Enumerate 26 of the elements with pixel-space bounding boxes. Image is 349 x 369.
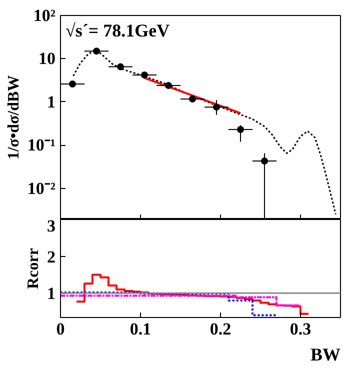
point bbox=[117, 63, 124, 70]
point bbox=[141, 71, 148, 78]
annotation: √s´= 78.1GeV bbox=[66, 20, 170, 40]
line-series bbox=[72, 49, 336, 216]
point bbox=[237, 126, 244, 133]
point bbox=[93, 48, 100, 55]
x-tick-label: 0.1 bbox=[130, 320, 152, 338]
y-tick-label: 10⁻¹ bbox=[27, 136, 56, 155]
y-tick-label: 1 bbox=[47, 92, 56, 112]
y-tick-label: 2 bbox=[47, 247, 56, 266]
y-tick-label: 10⁻² bbox=[27, 178, 56, 198]
x-tick-label: 0.3 bbox=[290, 320, 312, 338]
x-axis-title: BW bbox=[310, 344, 341, 364]
x-tick-label: 0 bbox=[56, 320, 65, 338]
point bbox=[189, 95, 196, 102]
y-tick-label: 10 bbox=[38, 49, 56, 68]
y-tick-label: 10² bbox=[33, 6, 56, 25]
y-axis-title: 1/σ•dσ/dBW bbox=[5, 75, 22, 160]
point bbox=[69, 80, 76, 88]
y-tick-label: 3 bbox=[47, 216, 56, 236]
point bbox=[165, 82, 172, 89]
y-tick-label: 1 bbox=[47, 284, 56, 304]
point bbox=[213, 104, 220, 111]
x-tick-label: 0.2 bbox=[210, 320, 232, 338]
point bbox=[261, 157, 268, 164]
y-axis-title: Rcorr bbox=[25, 248, 42, 289]
